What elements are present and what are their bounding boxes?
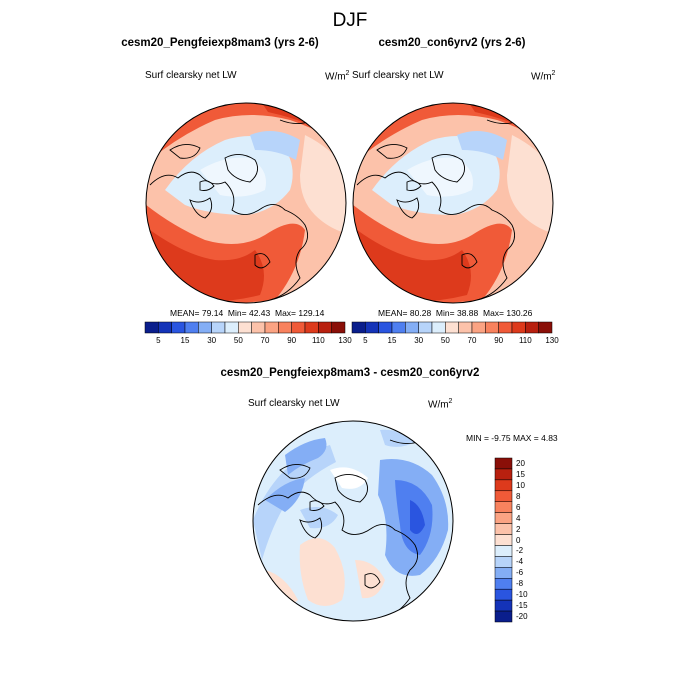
colorbar-difference-tick-label: 20: [516, 458, 525, 468]
difference-minmax: MIN = -9.75 MAX = 4.83: [466, 433, 558, 443]
colorbar-difference-swatch: [494, 512, 513, 524]
colorbar-panel-2-swatch: [538, 321, 553, 334]
colorbar-panel-2-swatch: [418, 321, 433, 334]
colorbar-panel-1-tick-label: 130: [338, 336, 352, 345]
colorbar-panel-2-tick-label: 50: [440, 336, 450, 345]
panel-2-title: cesm20_con6yrv2 (yrs 2-6): [378, 37, 526, 49]
colorbar-difference-swatch: [494, 534, 513, 546]
colorbar-panel-1-swatch: [144, 321, 159, 334]
colorbar-difference-tick-label: -15: [516, 601, 528, 611]
colorbar-panel-1-tick-label: 50: [233, 336, 243, 345]
colorbar-difference-tick-label: -4: [516, 557, 524, 567]
colorbar-panel-2-tick-label: 70: [467, 336, 477, 345]
colorbar-difference-tick-label: -6: [516, 568, 524, 578]
colorbar-difference-swatch: [494, 479, 513, 492]
colorbar-difference-swatch: [494, 610, 513, 623]
figure-title: DJF: [332, 10, 368, 31]
difference-units: W/m2: [428, 398, 453, 411]
colorbar-panel-2-tick-label: 5: [363, 336, 368, 345]
colorbar-panel-1-swatch: [184, 321, 199, 334]
colorbar-panel-2-swatch: [351, 321, 366, 334]
colorbar-panel-2-swatch: [471, 321, 486, 334]
colorbar-difference-swatch: [494, 490, 513, 502]
panel-2-units: W/m2: [531, 70, 556, 83]
colorbar-panel-1-tick-label: 5: [156, 336, 161, 345]
map-panel-difference: [253, 421, 453, 621]
colorbar-panel-1-tick-label: 30: [207, 336, 217, 345]
map-panel-1: [146, 103, 346, 303]
colorbar-panel-2-swatch: [525, 321, 539, 334]
colorbar-panel-2: [351, 321, 553, 334]
colorbar-panel-1-swatch: [158, 321, 172, 334]
panel-1-variable: Surf clearsky net LW: [145, 70, 237, 81]
colorbar-difference-tick-label: -2: [516, 546, 524, 556]
colorbar-panel-2-tick-label: 30: [414, 336, 424, 345]
colorbar-panel-1-tick-label: 90: [287, 336, 297, 345]
panel-1-title: cesm20_Pengfeiexp8mam3 (yrs 2-6): [121, 37, 319, 49]
colorbar-difference-swatch: [494, 523, 513, 535]
panel-1-units: W/m2: [325, 70, 350, 83]
colorbar-difference-tick-label: 2: [516, 524, 521, 534]
colorbar-panel-1-swatch: [171, 321, 186, 334]
colorbar-panel-1-swatch: [264, 321, 279, 334]
colorbar-difference-tick-label: 0: [516, 535, 521, 545]
difference-variable: Surf clearsky net LW: [248, 398, 340, 409]
colorbar-difference-tick-label: 15: [516, 469, 525, 479]
difference-title: cesm20_Pengfeiexp8mam3 - cesm20_con6yrv2: [220, 367, 480, 379]
panel-1-stats: MEAN= 79.14 Min= 42.43 Max= 129.14: [170, 308, 325, 318]
colorbar-panel-1-swatch: [251, 321, 266, 334]
colorbar-panel-1-swatch: [211, 321, 226, 334]
colorbar-panel-2-swatch: [391, 321, 406, 334]
colorbar-panel-2-swatch: [498, 321, 513, 334]
colorbar-difference-tick-label: 8: [516, 491, 521, 501]
colorbar-panel-2-swatch: [458, 321, 473, 334]
colorbar-panel-2-swatch: [378, 321, 393, 334]
colorbar-panel-1-swatch: [198, 321, 212, 334]
colorbar-panel-1-tick-label: 15: [180, 336, 190, 345]
colorbar-difference-tick-label: 6: [516, 502, 521, 512]
colorbar-difference-swatch: [494, 468, 513, 481]
colorbar-panel-1-swatch: [304, 321, 319, 334]
colorbar-difference-swatch: [494, 588, 513, 601]
colorbar-difference-tick-label: -20: [516, 612, 528, 622]
colorbar-panel-1-swatch: [318, 321, 332, 334]
colorbar-panel-1: [144, 321, 346, 334]
colorbar-panel-1-swatch: [224, 321, 239, 334]
colorbar-difference-swatch: [494, 545, 513, 557]
map-panel-2: [353, 103, 553, 303]
colorbar-panel-2-swatch: [431, 321, 446, 334]
colorbar-difference-swatch: [494, 457, 513, 470]
colorbar-difference-tick-label: -10: [516, 590, 528, 600]
colorbar-panel-2-swatch: [405, 321, 419, 334]
colorbar-difference-swatch: [494, 578, 513, 590]
colorbar-difference-tick-label: 4: [516, 513, 521, 523]
panel-2-variable: Surf clearsky net LW: [352, 70, 444, 81]
colorbar-difference: [494, 457, 513, 623]
colorbar-panel-2-swatch: [485, 321, 499, 334]
colorbar-panel-2-swatch: [445, 321, 459, 334]
colorbar-difference-tick-label: -8: [516, 579, 524, 589]
colorbar-difference-swatch: [494, 599, 513, 612]
colorbar-panel-2-swatch: [511, 321, 526, 334]
colorbar-difference-swatch: [494, 556, 513, 568]
colorbar-panel-1-swatch: [238, 321, 252, 334]
colorbar-panel-2-tick-label: 90: [494, 336, 504, 345]
colorbar-panel-2-tick-label: 130: [545, 336, 559, 345]
colorbar-panel-2-tick-label: 15: [387, 336, 397, 345]
colorbar-difference-swatch: [494, 567, 513, 579]
colorbar-panel-1-tick-label: 70: [260, 336, 270, 345]
colorbar-panel-1-swatch: [278, 321, 292, 334]
colorbar-panel-2-tick-label: 110: [518, 336, 532, 345]
colorbar-panel-1-tick-label: 110: [311, 336, 325, 345]
colorbar-panel-1-swatch: [331, 321, 346, 334]
colorbar-difference-tick-label: 10: [516, 480, 525, 490]
colorbar-panel-2-swatch: [365, 321, 379, 334]
colorbar-difference-swatch: [494, 501, 513, 513]
colorbar-panel-1-swatch: [291, 321, 306, 334]
panel-2-stats: MEAN= 80.28 Min= 38.88 Max= 130.26: [378, 308, 533, 318]
